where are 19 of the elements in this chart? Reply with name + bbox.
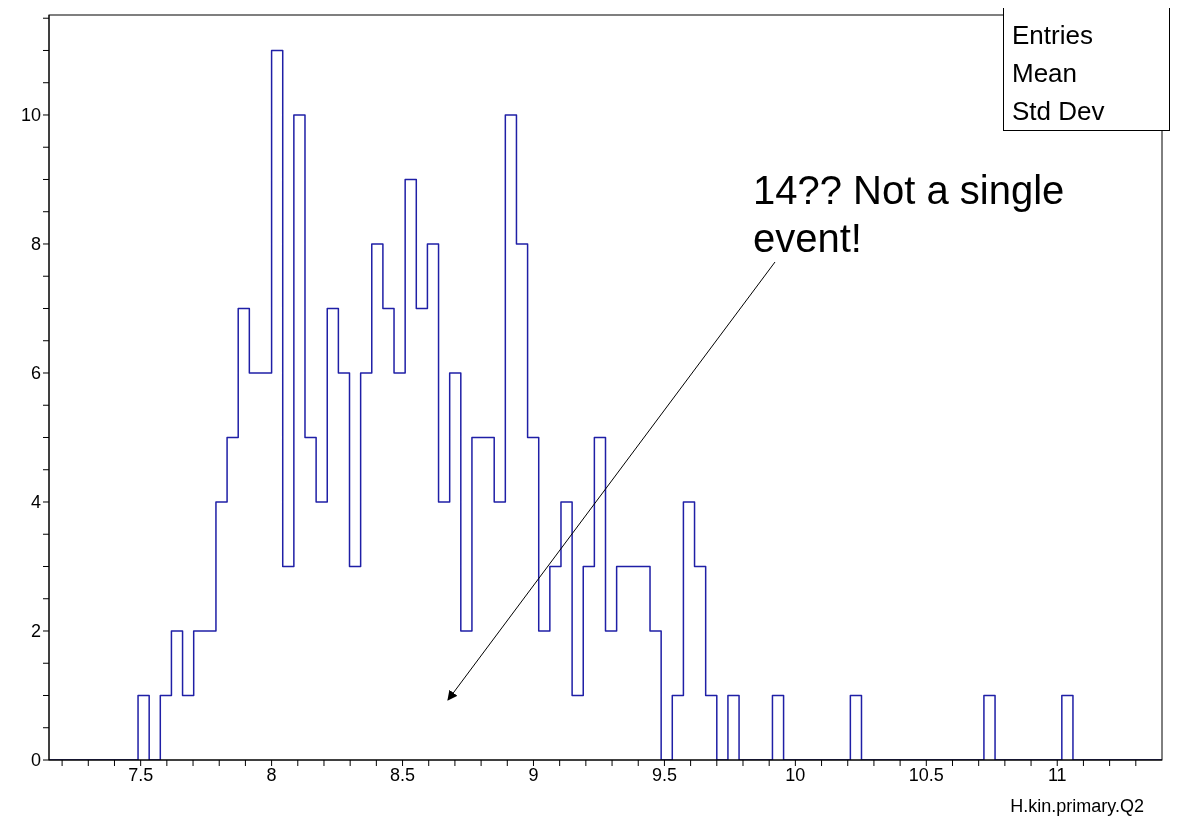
y-tick-label: 2 [30,621,41,642]
x-axis-title: H.kin.primary.Q2 [1010,796,1144,816]
x-tick-label: 9.5 [651,764,677,785]
x-tick-label: 9 [528,764,539,785]
x-tick-label: 10.5 [908,764,944,785]
y-tick-label: 0 [30,750,41,771]
annotation: 14?? Not a single event! [753,167,1066,262]
x-tick-label: 10 [785,764,806,785]
x-tick-label: 8 [266,764,277,785]
x-tick-label: 8.5 [390,764,416,785]
y-tick-label: 6 [30,363,41,384]
y-tick-label: 4 [30,492,41,513]
annotation: Entries [1011,19,1094,52]
x-tick-label: 7.5 [128,764,154,785]
x-tick-label: 11 [1047,764,1067,785]
annotation: Std Dev [1011,95,1106,128]
y-tick-label: 10 [20,105,41,126]
y-tick-label: 8 [30,234,41,255]
annotation: Mean [1011,57,1079,90]
